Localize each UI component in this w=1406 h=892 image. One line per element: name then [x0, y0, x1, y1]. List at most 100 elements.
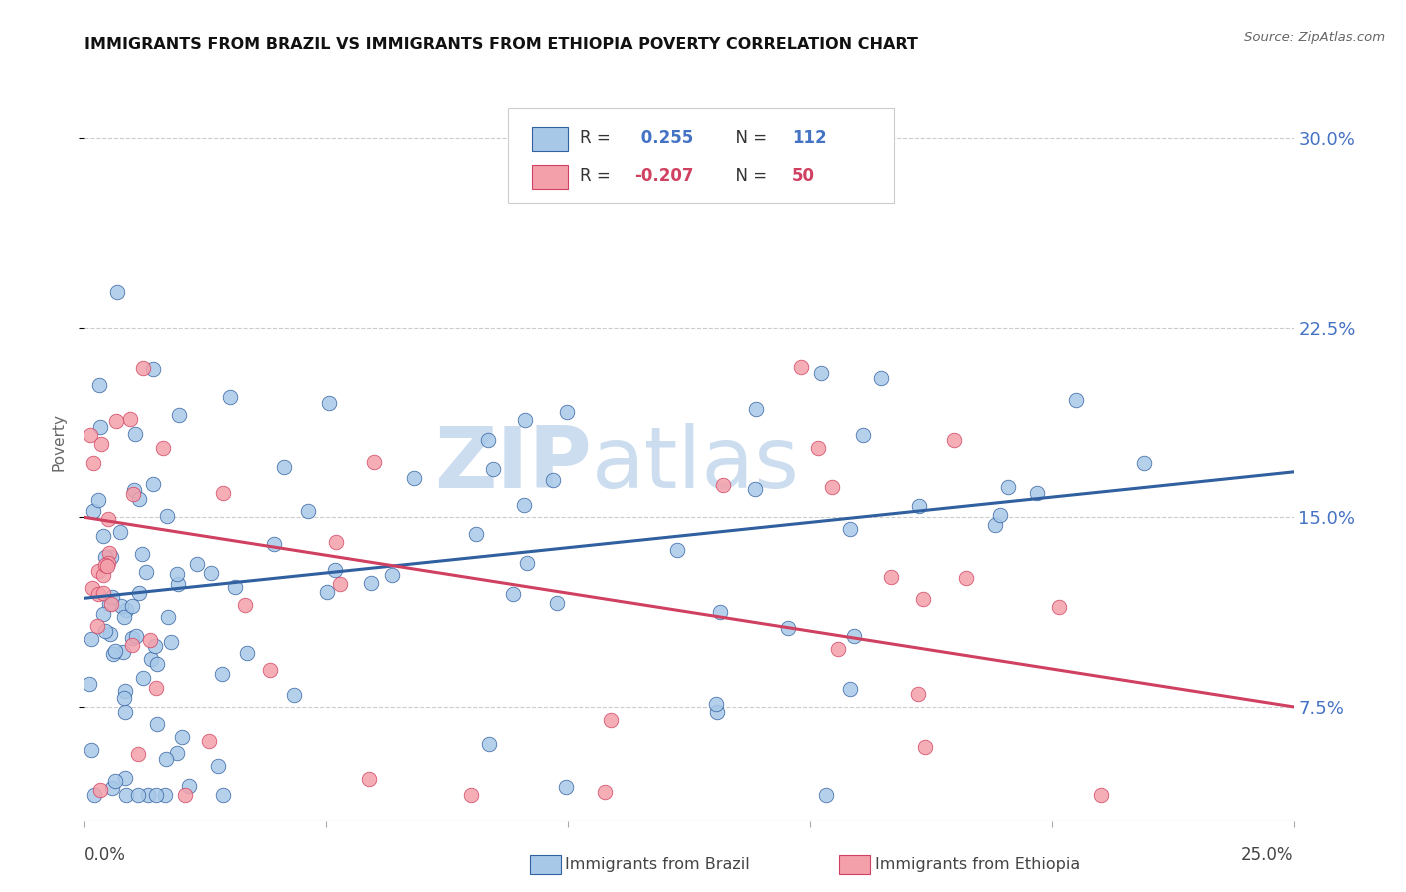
Point [273, 460, 295, 475]
Point [91, 568, 114, 582]
Text: 0.0%: 0.0% [84, 846, 127, 863]
Point [94, 558, 117, 572]
Text: Immigrants from Brazil: Immigrants from Brazil [565, 857, 749, 871]
Point [880, 570, 903, 584]
FancyBboxPatch shape [531, 165, 568, 189]
Point [666, 542, 689, 557]
Text: atlas: atlas [592, 423, 800, 506]
Point [100, 550, 122, 565]
Point [997, 479, 1019, 493]
Point [86, 619, 108, 633]
Point [1090, 789, 1112, 803]
Point [128, 586, 150, 600]
Text: N =: N = [725, 129, 772, 147]
Point [152, 441, 174, 455]
Point [101, 647, 124, 661]
Point [97, 556, 120, 570]
Point [543, 474, 565, 488]
Point [464, 527, 486, 541]
Point [135, 565, 157, 579]
Point [955, 571, 977, 585]
Point [200, 566, 222, 581]
Point [114, 684, 136, 698]
Point [207, 759, 229, 773]
Text: R =: R = [581, 167, 616, 186]
Point [706, 705, 728, 719]
Y-axis label: Poverty: Poverty [51, 412, 66, 471]
Text: 112: 112 [792, 129, 827, 147]
Point [599, 714, 621, 728]
Point [77, 677, 100, 691]
Point [839, 522, 862, 536]
Point [87, 377, 110, 392]
Point [83, 789, 105, 803]
Text: IMMIGRANTS FROM BRAZIL VS IMMIGRANTS FROM ETHIOPIA POVERTY CORRELATION CHART: IMMIGRANTS FROM BRAZIL VS IMMIGRANTS FRO… [84, 37, 918, 52]
Text: 25.0%: 25.0% [1241, 846, 1294, 863]
Point [131, 547, 153, 561]
Point [136, 789, 159, 803]
Point [142, 477, 165, 491]
Point [156, 509, 179, 524]
Point [112, 691, 135, 706]
Point [1047, 599, 1070, 614]
FancyBboxPatch shape [531, 127, 568, 151]
Point [125, 629, 148, 643]
Point [114, 603, 136, 617]
Point [97, 597, 120, 611]
Point [139, 633, 162, 648]
Point [870, 371, 893, 385]
Point [121, 487, 143, 501]
Point [173, 789, 195, 803]
Point [709, 606, 731, 620]
Point [381, 568, 404, 582]
Point [82, 456, 104, 470]
Point [82, 504, 104, 518]
Point [745, 402, 768, 417]
Point [98, 546, 121, 560]
Point [177, 779, 200, 793]
Point [167, 577, 190, 591]
Point [170, 730, 193, 744]
Point [224, 580, 246, 594]
Point [79, 427, 101, 442]
Point [460, 789, 482, 803]
Point [329, 577, 352, 591]
Point [297, 504, 319, 518]
Text: Source: ZipAtlas.com: Source: ZipAtlas.com [1244, 31, 1385, 45]
Point [122, 483, 145, 498]
Point [852, 427, 875, 442]
Point [142, 362, 165, 376]
Point [911, 591, 934, 606]
Point [90, 436, 112, 450]
Point [91, 585, 114, 599]
Point [96, 559, 118, 574]
Point [93, 550, 115, 565]
Point [98, 626, 121, 640]
Point [814, 789, 837, 803]
Point [115, 789, 138, 803]
Point [197, 734, 219, 748]
Point [477, 433, 499, 447]
Text: Immigrants from Ethiopia: Immigrants from Ethiopia [875, 857, 1080, 871]
Text: R =: R = [581, 129, 616, 147]
Point [112, 610, 135, 624]
Point [704, 698, 727, 712]
Point [907, 500, 929, 514]
Point [143, 639, 166, 653]
Point [555, 780, 578, 795]
Point [1133, 456, 1156, 470]
Point [211, 486, 233, 500]
Point [404, 471, 426, 485]
Point [776, 621, 799, 635]
FancyBboxPatch shape [508, 108, 894, 202]
Point [94, 624, 117, 639]
Point [316, 584, 339, 599]
Point [363, 455, 385, 469]
Text: 50: 50 [792, 167, 814, 186]
Point [114, 771, 136, 785]
Point [145, 681, 167, 695]
Point [105, 285, 128, 300]
Point [110, 525, 132, 540]
Text: ZIP: ZIP [434, 423, 592, 506]
Point [89, 782, 111, 797]
